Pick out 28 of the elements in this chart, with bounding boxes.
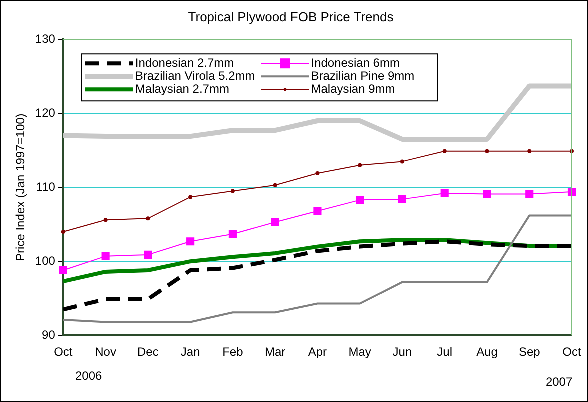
chart-title: Tropical Plywood FOB Price Trends xyxy=(188,9,394,24)
x-tick-label: Jun xyxy=(392,345,412,360)
x-tick-label: Feb xyxy=(222,345,244,360)
legend-label: Malaysian 9mm xyxy=(311,82,396,96)
x-tick-label: Dec xyxy=(138,345,159,360)
y-axis-title: Price Index (Jan 1997=100) xyxy=(14,114,28,262)
legend-label: Indonesian 6mm xyxy=(311,56,400,70)
x-tick-label: Mar xyxy=(264,345,286,360)
x-tick-label: Sep xyxy=(518,345,541,360)
x-tick-label: Oct xyxy=(562,345,582,360)
y-tick-label: 130 xyxy=(35,32,56,46)
y-tick-label: 90 xyxy=(42,328,56,342)
y-tick-label: 100 xyxy=(35,254,56,268)
x-tick-label: Jul xyxy=(437,345,453,360)
y-tick-label: 110 xyxy=(36,180,56,194)
x-tick-label: Jan xyxy=(180,345,200,360)
y-tick-label: 120 xyxy=(35,106,56,120)
legend-label: Brazilian Virola 5.2mm xyxy=(135,68,256,83)
text: 2006 xyxy=(76,369,103,383)
x-tick-label: Aug xyxy=(476,345,498,360)
x-tick-label: Oct xyxy=(54,345,74,360)
x-tick-label: May xyxy=(348,345,372,360)
x-tick-label: Apr xyxy=(308,345,328,360)
x-tick-label: Nov xyxy=(95,345,116,360)
legend-label: Indonesian 2.7mm xyxy=(135,56,234,70)
text: 2007 xyxy=(546,375,573,389)
legend-label: Brazilian Pine 9mm xyxy=(311,68,415,83)
legend-label: Malaysian 2.7mm xyxy=(135,82,230,96)
